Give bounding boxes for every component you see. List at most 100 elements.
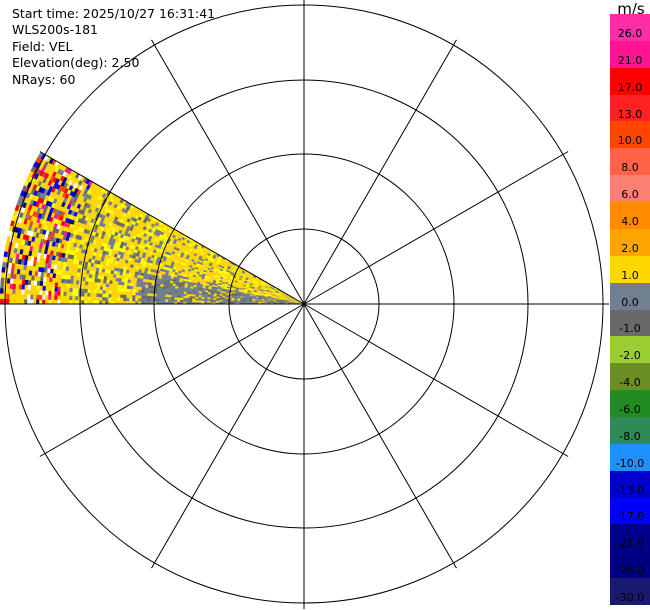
velocity-bin: [110, 297, 115, 301]
velocity-bin: [107, 296, 112, 301]
velocity-bin: [125, 297, 130, 302]
velocity-bin: [138, 292, 142, 296]
velocity-bin: [99, 289, 103, 294]
velocity-bin: [135, 286, 140, 290]
velocity-bin: [182, 299, 187, 303]
velocity-bin: [87, 288, 91, 294]
velocity-bin: [128, 294, 133, 299]
velocity-bin: [89, 300, 94, 305]
velocity-bin: [59, 295, 64, 300]
velocity-bin: [99, 282, 104, 287]
velocity-bin: [98, 300, 103, 305]
velocity-bin: [81, 288, 85, 293]
velocity-bin: [8, 293, 13, 300]
velocity-bin: [89, 296, 94, 301]
velocity-bin: [59, 291, 64, 296]
colorbar-cell: [610, 255, 650, 284]
velocity-bin: [60, 286, 64, 292]
velocity-bin: [113, 293, 118, 298]
velocity-bin: [114, 290, 118, 295]
velocity-bin: [176, 299, 181, 303]
velocity-bin: [125, 294, 130, 299]
colorbar-label: 2.0: [621, 241, 639, 255]
colorbar-label: -30.0: [615, 591, 645, 605]
velocity-bin: [65, 295, 70, 301]
velocity-bin: [0, 282, 4, 289]
velocity-bin: [111, 286, 115, 291]
velocity-bin: [71, 299, 76, 305]
velocity-bin: [83, 292, 88, 297]
velocity-bin: [117, 284, 122, 289]
velocity-bin: [137, 295, 142, 299]
velocity-bin: [173, 299, 178, 302]
colorbar-label: 6.0: [621, 188, 639, 202]
velocity-bin: [149, 298, 154, 302]
velocity-bin: [51, 281, 56, 287]
velocity-bin: [86, 300, 91, 305]
velocity-bin: [126, 282, 131, 286]
velocity-bin: [84, 284, 89, 290]
velocity-bin: [110, 293, 115, 298]
velocity-bin: [102, 282, 107, 287]
velocity-bin: [68, 291, 73, 297]
velocity-bin: [20, 298, 25, 305]
velocity-bin: [123, 288, 127, 292]
polar-grid: [0, 0, 609, 609]
velocity-bin: [23, 289, 28, 295]
velocity-bin: [173, 296, 178, 300]
velocity-bin: [120, 290, 124, 295]
velocity-bin: [65, 291, 70, 297]
velocity-bin: [44, 290, 49, 296]
velocity-bin: [176, 297, 181, 300]
velocity-bin: [23, 298, 28, 305]
velocity-bin: [8, 288, 13, 295]
velocity-bin: [105, 286, 109, 291]
velocity-bin: [75, 283, 80, 289]
velocity-bin: [98, 293, 103, 298]
azimuth-line: [303, 39, 457, 305]
velocity-bin: [80, 299, 85, 305]
velocity-bin: [29, 289, 34, 295]
velocity-bin: [42, 285, 46, 291]
colorbar-cell: [610, 94, 650, 122]
velocity-bin: [38, 289, 43, 296]
colorbar-unit: m/s: [617, 0, 645, 18]
velocity-bin: [92, 292, 97, 297]
velocity-bin: [129, 288, 133, 293]
velocity-bin: [102, 289, 106, 294]
colorbar-cell: [610, 148, 650, 176]
start-time-text: Start time: 2025/10/27 16:31:41: [12, 6, 216, 21]
velocity-bin: [36, 285, 40, 291]
nrays-text: NRays: 60: [12, 71, 76, 87]
velocity-bin: [146, 298, 151, 302]
velocity-bin: [15, 283, 19, 290]
colorbar-cell: [610, 363, 650, 391]
velocity-bin: [38, 299, 43, 305]
velocity-bin: [108, 286, 112, 291]
velocity-bin: [63, 282, 68, 288]
velocity-bin: [135, 289, 139, 293]
velocity-bin: [96, 285, 100, 290]
velocity-bin: [105, 282, 110, 288]
velocity-bin: [26, 289, 31, 295]
colorbar-label: -10.0: [615, 456, 645, 470]
velocity-bin: [54, 286, 58, 292]
velocity-bin: [144, 289, 148, 294]
velocity-bin: [6, 282, 10, 289]
velocity-bin: [116, 297, 121, 301]
velocity-bin: [2, 256, 7, 263]
colorbar-label: -1.0: [619, 322, 641, 336]
velocity-bin: [44, 299, 49, 305]
velocity-bin: [47, 294, 52, 300]
field-text: Field: VEL: [12, 38, 73, 54]
velocity-bin: [143, 295, 148, 299]
velocity-bin: [14, 293, 19, 300]
colorbar-cell: [610, 309, 650, 337]
colorbar-label: 13.0: [617, 107, 643, 121]
velocity-bin: [84, 288, 88, 293]
scan-info: Start time: 2025/10/27 16:31:41 WLS200s-…: [12, 6, 215, 88]
velocity-bin: [63, 286, 67, 292]
azimuth-line: [39, 303, 305, 457]
velocity-bin: [50, 299, 55, 305]
velocity-bin: [111, 290, 115, 295]
